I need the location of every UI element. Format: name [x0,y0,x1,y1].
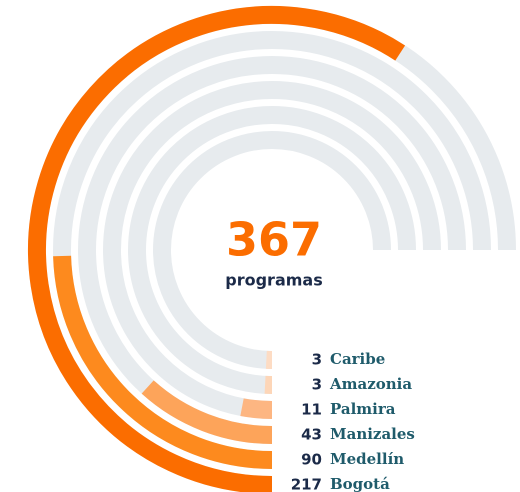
ring-bar [28,6,406,492]
ring-track [103,81,441,419]
total-label: programas [225,271,322,290]
category-label: Medellín [330,450,404,468]
category-label: Bogotá [330,475,390,492]
ring-bar [240,398,273,419]
value-label: 90 [301,451,322,469]
ring-track [128,106,416,394]
category-label: Amazonia [329,375,412,393]
value-label: 3 [312,376,322,394]
value-label: 43 [301,426,322,444]
value-label: 11 [301,401,322,419]
category-label: Manizales [330,425,415,443]
category-label: Caribe [330,350,385,368]
ring-bar [141,380,273,444]
ring-bar [53,255,273,469]
rings [28,6,516,492]
category-label: Palmira [330,400,396,418]
ring-track [78,56,466,444]
value-label: 217 [291,476,322,492]
ring-track [153,131,391,369]
total-value: 367 [226,213,322,267]
value-label: 3 [312,351,322,369]
